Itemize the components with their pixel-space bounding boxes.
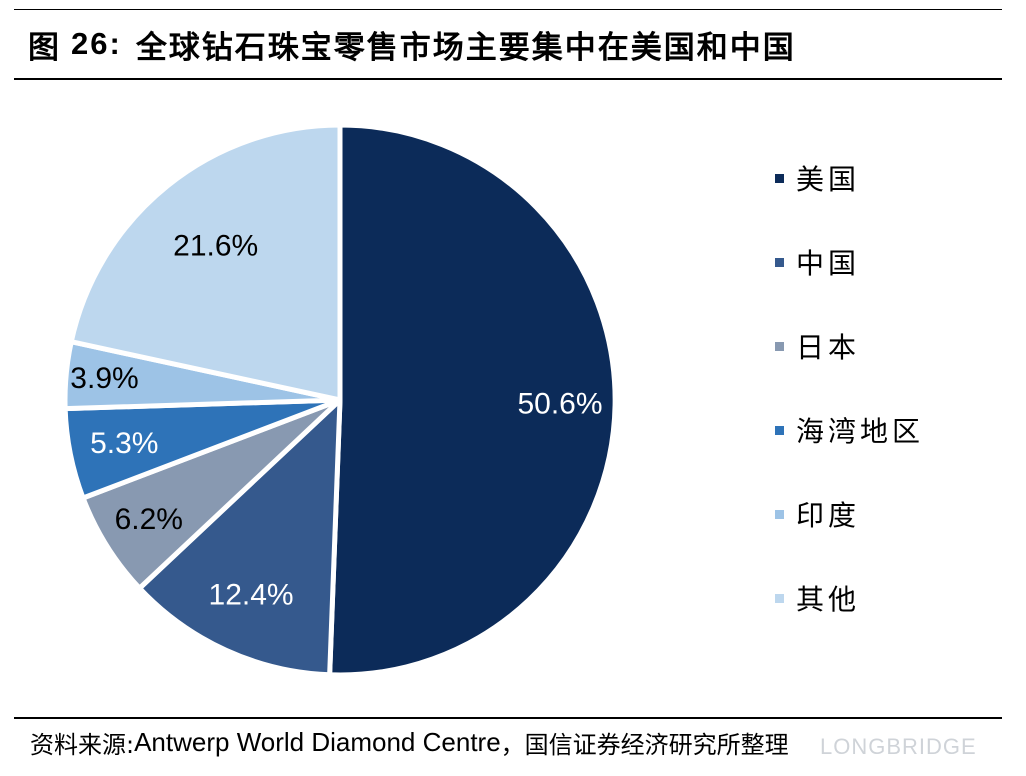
slice-label-2: 12.4%	[209, 579, 294, 612]
figure-title: 图 26: 全球钻石珠宝零售市场主要集中在美国和中国	[28, 14, 796, 74]
pie-slice-6	[68, 122, 343, 403]
legend-swatch	[775, 425, 784, 435]
slice-label-6: 21.6%	[173, 229, 258, 262]
slice-label-4: 5.3%	[90, 427, 158, 460]
legend-swatch	[775, 257, 784, 267]
legend-item-4: 海湾地区	[775, 402, 924, 458]
legend-label: 其他	[796, 583, 861, 616]
source-org: Antwerp World Diamond Centre	[134, 726, 501, 757]
slice-label-3: 6.2%	[115, 503, 183, 536]
bottom-rule	[14, 717, 1002, 719]
legend-label: 美国	[796, 163, 861, 196]
source-note: 资料来源: Antwerp World Diamond Centre ，国信证券…	[30, 722, 789, 762]
legend-label: 印度	[796, 499, 861, 532]
legend-swatch	[775, 341, 784, 351]
legend-item-2: 中国	[775, 234, 860, 290]
legend-swatch	[775, 509, 784, 519]
legend-swatch	[775, 593, 784, 603]
legend-item-6: 其他	[775, 570, 860, 626]
legend-item-1: 美国	[775, 150, 860, 206]
pie-slice-2	[137, 397, 343, 678]
legend-item-5: 印度	[775, 486, 860, 542]
legend-label: 海湾地区	[796, 415, 925, 448]
legend-label: 中国	[796, 247, 861, 280]
watermark: LONGBRIDGE	[820, 734, 977, 759]
source-prefix: 资料来源:	[30, 730, 135, 759]
figure-number: 26:	[71, 26, 122, 61]
legend-item-3: 日本	[775, 318, 860, 374]
title-rule	[14, 78, 1002, 80]
figure-prefix: 图	[28, 29, 61, 66]
slice-label-1: 50.6%	[517, 388, 602, 421]
pie-slice-1	[327, 122, 618, 678]
top-rule	[14, 9, 1002, 10]
legend-swatch	[775, 173, 784, 183]
figure-title-text: 全球钻石珠宝零售市场主要集中在美国和中国	[135, 29, 796, 66]
legend-label: 日本	[796, 331, 861, 364]
source-suffix: ，国信证券经济研究所整理	[500, 730, 789, 759]
slice-label-5: 3.9%	[70, 362, 138, 395]
